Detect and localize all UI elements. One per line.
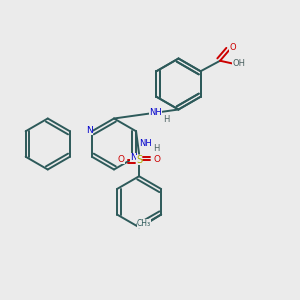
Text: N: N <box>130 153 137 162</box>
Text: H: H <box>164 115 170 124</box>
Text: NH: NH <box>140 139 152 148</box>
Text: O: O <box>154 155 160 164</box>
Text: O: O <box>230 44 236 52</box>
Text: CH₃: CH₃ <box>137 219 151 228</box>
Text: OH: OH <box>232 59 245 68</box>
Text: H: H <box>153 144 159 153</box>
Text: NH: NH <box>149 108 162 117</box>
Text: N: N <box>86 126 93 135</box>
Text: O: O <box>118 155 124 164</box>
Text: S: S <box>136 155 142 165</box>
